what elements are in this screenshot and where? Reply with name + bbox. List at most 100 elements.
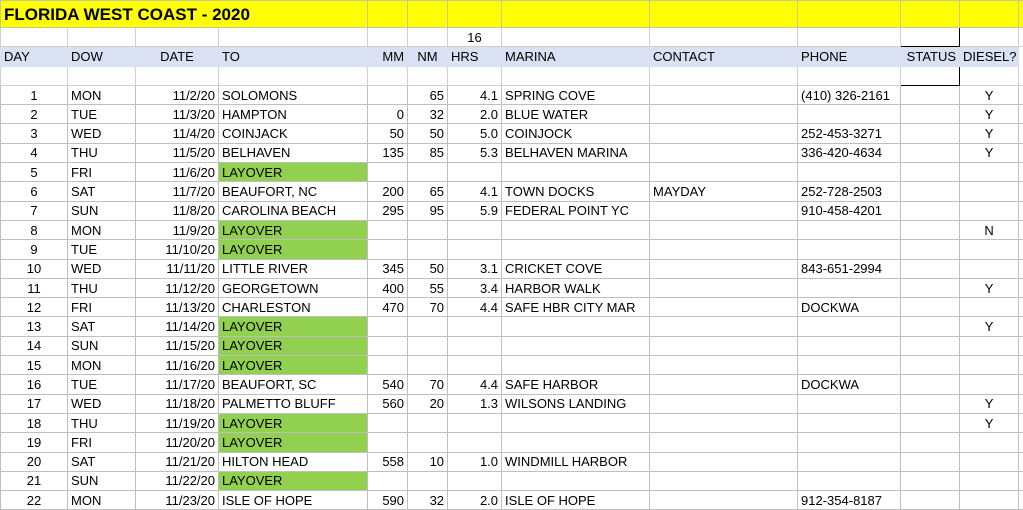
cell-nm[interactable]: 10: [408, 452, 448, 471]
cell-contact[interactable]: [650, 298, 798, 317]
cell[interactable]: [1019, 394, 1023, 413]
cell-phone[interactable]: DOCKWA: [798, 298, 901, 317]
cell-nm[interactable]: [408, 413, 448, 432]
cell-day[interactable]: 20: [1, 452, 68, 471]
cell-dow[interactable]: FRI: [68, 433, 136, 452]
cell-mm[interactable]: [368, 413, 408, 432]
cell[interactable]: [1019, 163, 1023, 182]
cell-status[interactable]: [901, 336, 960, 355]
cell-dow[interactable]: SUN: [68, 336, 136, 355]
cell-nm[interactable]: [408, 356, 448, 375]
cell-status[interactable]: [901, 105, 960, 124]
cell-to[interactable]: LAYOVER: [219, 356, 368, 375]
cell-status[interactable]: [901, 201, 960, 220]
cell-contact[interactable]: [650, 336, 798, 355]
cell-nm[interactable]: 70: [408, 298, 448, 317]
cell-marina[interactable]: SAFE HARBOR: [502, 375, 650, 394]
cell-dow[interactable]: SAT: [68, 182, 136, 201]
cell-to[interactable]: ISLE OF HOPE: [219, 491, 368, 510]
cell[interactable]: [368, 1, 408, 28]
cell-contact[interactable]: [650, 124, 798, 143]
cell-phone[interactable]: [798, 105, 901, 124]
cell-hrs[interactable]: [448, 413, 502, 432]
cell-status[interactable]: [901, 471, 960, 490]
cell-phone[interactable]: [798, 220, 901, 239]
cell-to[interactable]: LITTLE RIVER: [219, 259, 368, 278]
cell[interactable]: [1019, 298, 1023, 317]
cell-day[interactable]: 11: [1, 278, 68, 297]
cell-mm[interactable]: [368, 317, 408, 336]
cell[interactable]: [960, 1, 1019, 28]
cell-date[interactable]: 11/16/20: [136, 356, 219, 375]
cell-dow[interactable]: FRI: [68, 298, 136, 317]
cell-dow[interactable]: TUE: [68, 240, 136, 259]
cell[interactable]: [136, 66, 219, 85]
cell[interactable]: [1019, 433, 1023, 452]
cell-date[interactable]: 11/11/20: [136, 259, 219, 278]
cell-day[interactable]: 19: [1, 433, 68, 452]
cell-diesel[interactable]: [960, 433, 1019, 452]
cell-hrs[interactable]: 5.0: [448, 124, 502, 143]
cell-contact[interactable]: [650, 433, 798, 452]
cell-diesel[interactable]: [960, 491, 1019, 510]
cell-phone[interactable]: [798, 394, 901, 413]
cell-diesel[interactable]: [960, 163, 1019, 182]
cell-date[interactable]: 11/13/20: [136, 298, 219, 317]
cell-contact[interactable]: [650, 143, 798, 162]
cell-nm[interactable]: 65: [408, 85, 448, 104]
cell-phone[interactable]: [798, 471, 901, 490]
cell-dow[interactable]: SUN: [68, 201, 136, 220]
cell[interactable]: [1019, 491, 1023, 510]
cell[interactable]: [960, 28, 1019, 47]
cell-hrs[interactable]: 4.1: [448, 85, 502, 104]
cell-day[interactable]: 10: [1, 259, 68, 278]
cell-to[interactable]: BEAUFORT, SC: [219, 375, 368, 394]
cell-status[interactable]: [901, 85, 960, 104]
header-contact[interactable]: CONTACT: [650, 47, 798, 66]
cell-contact[interactable]: [650, 394, 798, 413]
cell-phone[interactable]: [798, 413, 901, 432]
cell-diesel[interactable]: [960, 375, 1019, 394]
cell-contact[interactable]: [650, 240, 798, 259]
cell-marina[interactable]: ISLE OF HOPE: [502, 491, 650, 510]
cell-day[interactable]: 3: [1, 124, 68, 143]
cell[interactable]: [1019, 375, 1023, 394]
cell-hrs[interactable]: [448, 163, 502, 182]
cell[interactable]: [1019, 413, 1023, 432]
cell-mm[interactable]: 135: [368, 143, 408, 162]
cell-day[interactable]: 6: [1, 182, 68, 201]
cell-to[interactable]: LAYOVER: [219, 240, 368, 259]
cell-nm[interactable]: [408, 317, 448, 336]
header-status[interactable]: STATUS: [901, 47, 960, 66]
cell-hrs[interactable]: [448, 471, 502, 490]
cell-dow[interactable]: THU: [68, 278, 136, 297]
hrs-total[interactable]: 16: [448, 28, 502, 47]
cell[interactable]: [1019, 66, 1023, 85]
cell[interactable]: [798, 66, 901, 85]
cell-date[interactable]: 11/15/20: [136, 336, 219, 355]
cell-status[interactable]: [901, 452, 960, 471]
cell-nm[interactable]: [408, 240, 448, 259]
cell-to[interactable]: LAYOVER: [219, 471, 368, 490]
cell-nm[interactable]: 65: [408, 182, 448, 201]
cell-dow[interactable]: SUN: [68, 471, 136, 490]
cell-marina[interactable]: WINDMILL HARBOR: [502, 452, 650, 471]
cell-date[interactable]: 11/7/20: [136, 182, 219, 201]
cell-dow[interactable]: TUE: [68, 375, 136, 394]
cell-phone[interactable]: [798, 240, 901, 259]
cell[interactable]: [650, 1, 798, 28]
cell-status[interactable]: [901, 143, 960, 162]
cell-to[interactable]: BELHAVEN: [219, 143, 368, 162]
cell-marina[interactable]: [502, 317, 650, 336]
cell[interactable]: [798, 1, 901, 28]
cell-to[interactable]: LAYOVER: [219, 413, 368, 432]
cell-phone[interactable]: [798, 278, 901, 297]
cell[interactable]: [960, 66, 1019, 85]
cell[interactable]: [901, 1, 960, 28]
cell-to[interactable]: LAYOVER: [219, 220, 368, 239]
cell-status[interactable]: [901, 394, 960, 413]
cell-mm[interactable]: 540: [368, 375, 408, 394]
header-date[interactable]: DATE: [136, 47, 219, 66]
cell-date[interactable]: 11/9/20: [136, 220, 219, 239]
cell-dow[interactable]: WED: [68, 259, 136, 278]
